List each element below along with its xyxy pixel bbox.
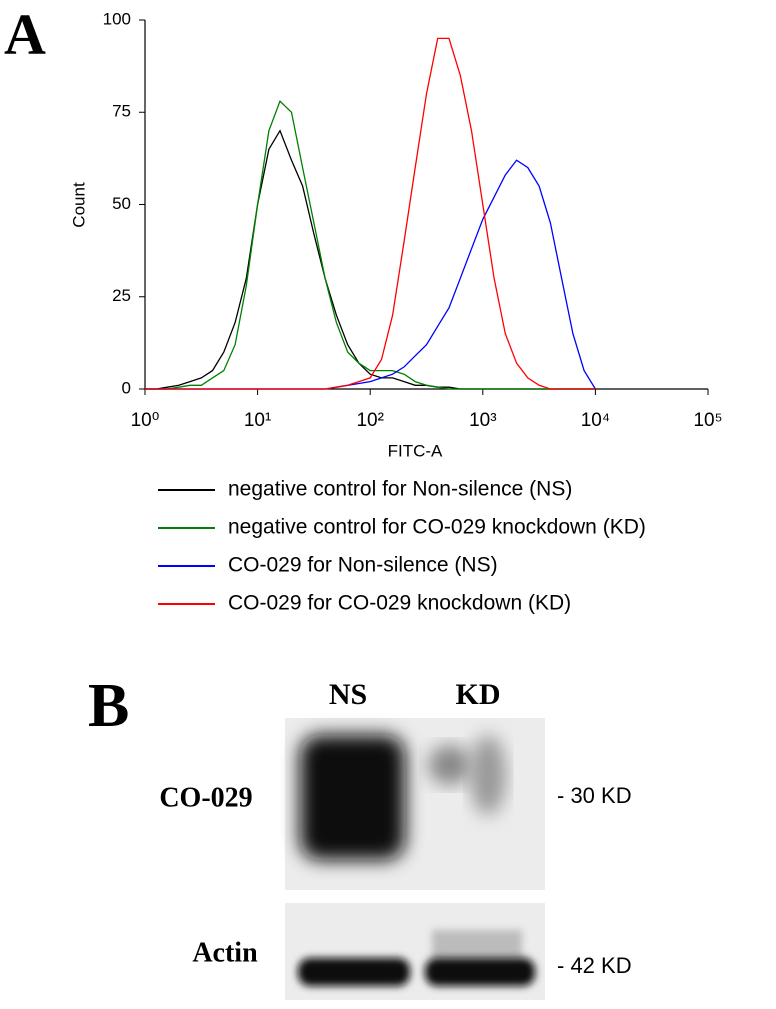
x-tick-label: 10⁴ — [581, 410, 610, 431]
x-tick-label: 10³ — [469, 410, 496, 431]
size-label: - 30 KD — [557, 783, 632, 808]
x-tick-label: 10⁰ — [131, 410, 160, 431]
size-label: - 42 KD — [557, 953, 632, 978]
legend-label: CO-029 for Non-silence (NS) — [228, 554, 498, 577]
protein-label: Actin — [192, 937, 258, 968]
x-tick-label: 10¹ — [244, 410, 271, 431]
protein-label: CO-029 — [159, 782, 252, 813]
legend-label: CO-029 for CO-029 knockdown (KD) — [228, 592, 571, 615]
x-tick-label: 10⁵ — [693, 410, 722, 431]
x-tick-label: 10² — [356, 410, 383, 431]
blot — [285, 718, 545, 890]
data-line — [145, 129, 596, 390]
data-line — [145, 37, 596, 390]
panel-label: B — [88, 672, 129, 740]
data-line — [145, 100, 596, 390]
lane-label: NS — [329, 678, 367, 711]
y-tick-label: 25 — [112, 286, 131, 305]
x-axis-label: FITC-A — [388, 441, 443, 460]
y-tick-label: 75 — [112, 102, 131, 121]
data-line — [145, 159, 596, 390]
lane-label: KD — [456, 678, 501, 711]
y-tick-label: 50 — [112, 194, 131, 213]
axes — [144, 20, 708, 390]
legend-label: negative control for Non-silence (NS) — [228, 478, 572, 501]
y-tick-label: 100 — [103, 9, 131, 28]
panel-label: A — [4, 1, 46, 66]
blot — [285, 903, 545, 1000]
legend-label: negative control for CO-029 knockdown (K… — [228, 516, 646, 539]
y-tick-label: 0 — [122, 378, 131, 397]
y-axis-label: Count — [69, 182, 88, 228]
